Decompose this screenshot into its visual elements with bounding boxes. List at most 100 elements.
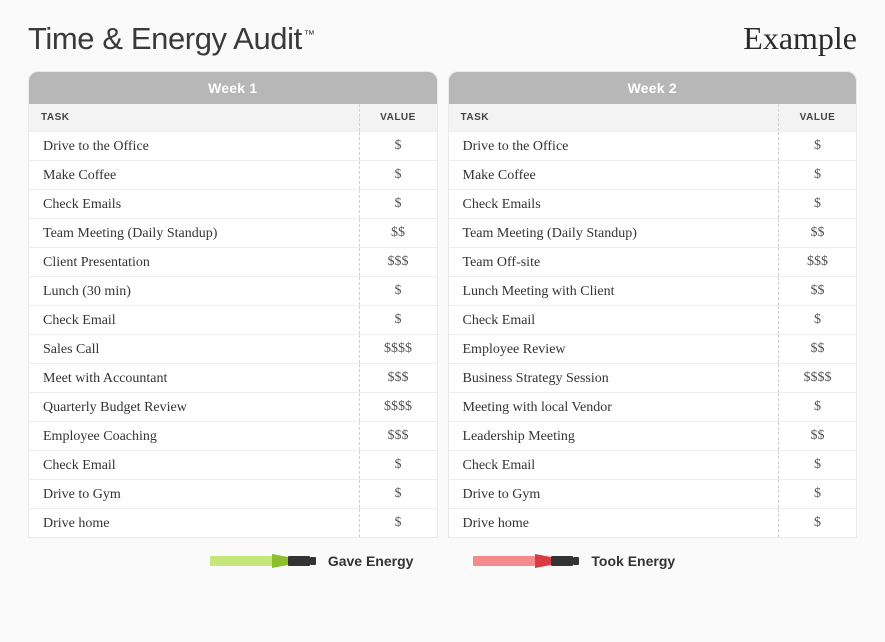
page-title: Time & Energy Audit™ <box>28 21 314 57</box>
task-cell: Make Coffee <box>29 163 359 188</box>
table-row: Employee Coaching$$$ <box>29 421 437 450</box>
table-row: Drive home$ <box>29 508 437 537</box>
table-row: Team Meeting (Daily Standup)$$ <box>29 218 437 247</box>
title-text: Time & Energy Audit <box>28 21 302 56</box>
task-cell: Meet with Accountant <box>29 366 359 391</box>
table-row: Check Email $ <box>29 305 437 334</box>
task-cell: Drive to Gym <box>449 482 779 507</box>
task-cell: Leadership Meeting <box>449 424 779 449</box>
value-cell: $ <box>778 480 856 508</box>
task-cell: Business Strategy Session <box>449 366 779 391</box>
value-cell: $ <box>359 277 437 305</box>
week-1-column-headers: TASK VALUE <box>29 104 437 131</box>
legend-gave-label: Gave Energy <box>328 553 414 569</box>
table-row: Client Presentation $$$ <box>29 247 437 276</box>
table-row: Check Email $ <box>449 305 857 334</box>
task-cell: Employee Coaching <box>29 424 359 449</box>
task-text: Team Off-site <box>461 254 547 272</box>
task-cell: Drive home <box>29 511 359 536</box>
task-text: Make Coffee <box>461 167 542 185</box>
value-cell: $ <box>778 161 856 189</box>
task-text: Drive home <box>461 515 535 533</box>
week-2-column-headers: TASK VALUE <box>449 104 857 131</box>
value-cell: $$$ <box>359 248 437 276</box>
tables-container: Week 1 TASK VALUE Drive to the Office$Ma… <box>28 71 857 538</box>
task-cell: Drive to the Office <box>449 134 779 159</box>
task-cell: Sales Call <box>29 337 359 362</box>
table-row: Drive to the Office$ <box>29 131 437 160</box>
legend-took: Took Energy <box>473 550 675 572</box>
table-row: Drive to the Office$ <box>449 131 857 160</box>
task-text: Check Email <box>41 457 122 475</box>
task-text: Check Emails <box>461 196 547 214</box>
week-1-table: Week 1 TASK VALUE Drive to the Office$Ma… <box>28 71 438 538</box>
table-row: Quarterly Budget Review$$$$ <box>29 392 437 421</box>
table-row: Check Email$ <box>449 450 857 479</box>
trademark: ™ <box>304 29 315 41</box>
week-2-table: Week 2 TASK VALUE Drive to the Office$Ma… <box>448 71 858 538</box>
highlighter-icon-gave <box>210 550 320 572</box>
task-text: Drive home <box>41 515 115 533</box>
task-text: Make Coffee <box>41 167 122 185</box>
table-row: Lunch (30 min)$ <box>29 276 437 305</box>
task-cell: Lunch (30 min) <box>29 279 359 304</box>
value-cell: $$$ <box>359 364 437 392</box>
task-text: Drive to the Office <box>41 138 155 156</box>
table-row: Drive to Gym $ <box>449 479 857 508</box>
table-row: Make Coffee $ <box>449 160 857 189</box>
task-text: Meeting with local Vendor <box>461 399 618 417</box>
task-cell: Drive to the Office <box>29 134 359 159</box>
legend-took-label: Took Energy <box>591 553 675 569</box>
week-1-rows: Drive to the Office$Make Coffee$Check Em… <box>29 131 437 537</box>
value-cell: $$ <box>778 219 856 247</box>
value-cell: $$ <box>778 422 856 450</box>
task-cell: Meeting with local Vendor <box>449 395 779 420</box>
task-cell: Check Emails <box>29 192 359 217</box>
value-cell: $$$$ <box>359 335 437 363</box>
task-cell: Client Presentation <box>29 250 359 275</box>
table-row: Check Email$ <box>29 450 437 479</box>
table-row: Team Off-site $$$ <box>449 247 857 276</box>
task-cell: Make Coffee <box>449 163 779 188</box>
table-row: Team Meeting (Daily Standup)$$ <box>449 218 857 247</box>
task-text: Meet with Accountant <box>41 370 173 388</box>
task-text: Quarterly Budget Review <box>41 399 193 417</box>
example-label: Example <box>743 20 857 57</box>
table-row: Meeting with local Vendor $ <box>449 392 857 421</box>
table-row: Make Coffee $ <box>29 160 437 189</box>
task-text: Check Email <box>41 312 122 330</box>
task-text: Business Strategy Session <box>461 370 615 388</box>
table-row: Employee Review$$ <box>449 334 857 363</box>
task-cell: Employee Review <box>449 337 779 362</box>
task-text: Team Meeting (Daily Standup) <box>41 225 223 243</box>
value-column-header: VALUE <box>778 104 856 131</box>
value-cell: $ <box>359 161 437 189</box>
task-text: Check Email <box>461 312 542 330</box>
value-cell: $ <box>778 393 856 421</box>
task-cell: Check Emails <box>449 192 779 217</box>
task-cell: Check Email <box>29 308 359 333</box>
week-1-header: Week 1 <box>29 72 437 104</box>
value-cell: $$$ <box>778 248 856 276</box>
table-row: Leadership Meeting$$ <box>449 421 857 450</box>
table-row: Drive home$ <box>449 508 857 537</box>
value-cell: $ <box>778 132 856 160</box>
task-text: Employee Review <box>461 341 572 359</box>
value-cell: $ <box>778 451 856 479</box>
task-cell: Drive to Gym <box>29 482 359 507</box>
task-text: Sales Call <box>41 341 105 359</box>
value-cell: $ <box>778 306 856 334</box>
table-row: Sales Call $$$$ <box>29 334 437 363</box>
value-cell: $ <box>359 306 437 334</box>
week-2-header: Week 2 <box>449 72 857 104</box>
value-column-header: VALUE <box>359 104 437 131</box>
task-text: Client Presentation <box>41 254 156 272</box>
task-cell: Team Off-site <box>449 250 779 275</box>
value-cell: $$ <box>778 277 856 305</box>
legend-gave: Gave Energy <box>210 550 414 572</box>
task-cell: Drive home <box>449 511 779 536</box>
task-text: Drive to Gym <box>461 486 547 504</box>
task-column-header: TASK <box>449 104 779 131</box>
task-cell: Check Email <box>449 308 779 333</box>
task-text: Lunch Meeting with Client <box>461 283 621 301</box>
